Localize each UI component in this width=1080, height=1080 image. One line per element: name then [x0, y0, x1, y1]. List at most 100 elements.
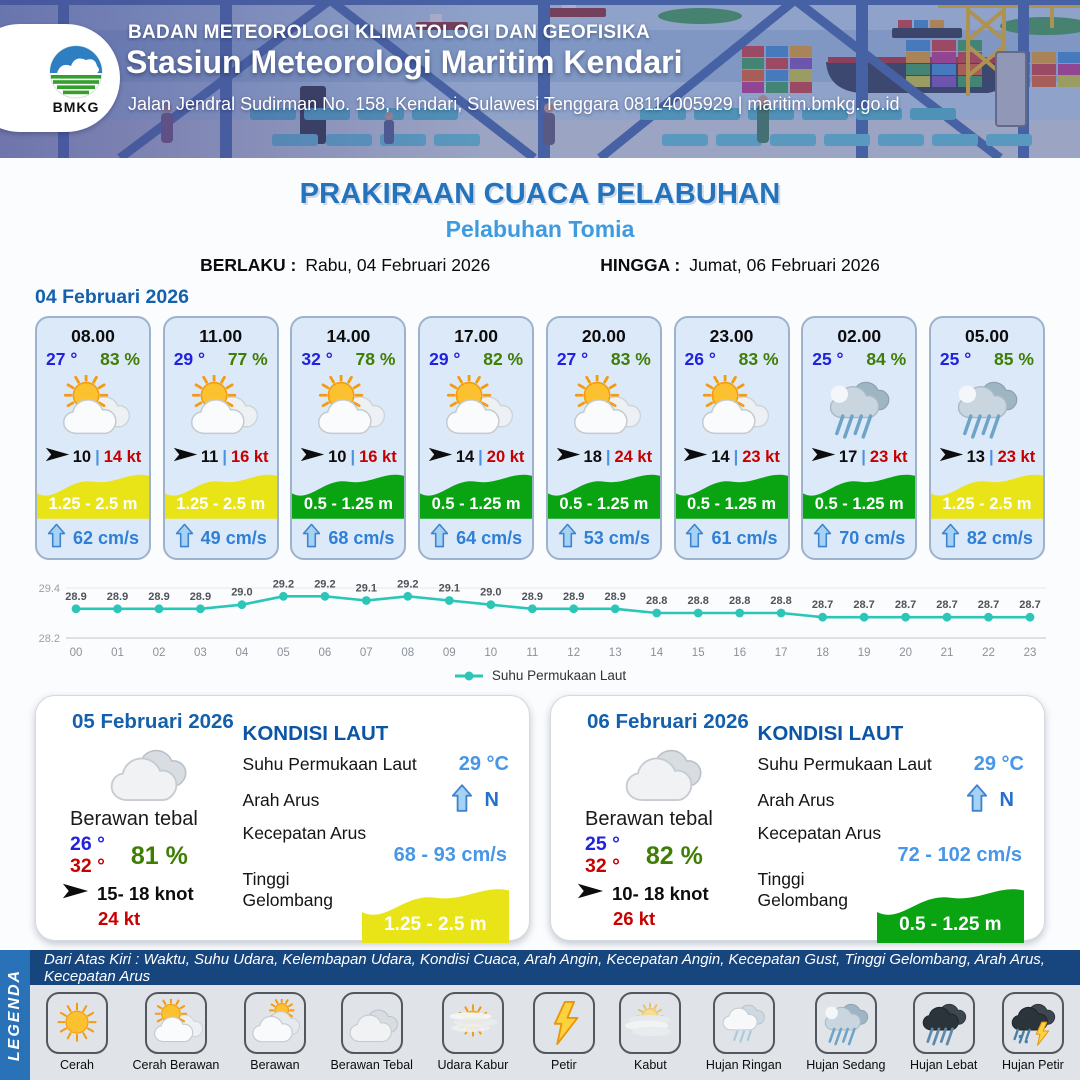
legend-item-label: Hujan Lebat — [909, 1058, 978, 1072]
current-speed: 62 cm/s — [72, 527, 140, 548]
legend-item-label: Hujan Sedang — [806, 1058, 886, 1072]
forecast-time: 05.00 — [965, 326, 1009, 346]
current-direction-label: Arah Arus — [242, 790, 320, 810]
legend-item: Cerah — [46, 992, 108, 1080]
legend-weather-icon — [814, 992, 877, 1054]
daily-weather-summary: 06 Februari 2026 Berawan tebal 25 ° 32 °… — [565, 706, 750, 930]
agency-name: BADAN METEOROLOGI KLIMATOLOGI DAN GEOFIS… — [128, 22, 651, 43]
temp-humidity-row: 29 ° 82 % — [420, 347, 532, 370]
svg-text:28.7: 28.7 — [978, 599, 999, 611]
hourly-forecast-card: 11.00 29 ° 77 % 11 | 16 kt 1.25 - 2. — [162, 316, 279, 560]
svg-text:28.9: 28.9 — [563, 591, 584, 603]
wave-height-badge: 1.25 - 2.5 m — [37, 468, 149, 519]
wave-height: 0.5 - 1.25 m — [559, 494, 649, 513]
current-direction-icon — [302, 522, 321, 554]
wave-height-value: 1.25 - 2.5 m — [384, 914, 487, 935]
chart-legend: Suhu Permukaan Laut — [26, 668, 1054, 683]
wind-speed: 10 — [328, 447, 347, 466]
wind-gust: 24 kt — [614, 447, 653, 466]
wind-gust: 23 kt — [742, 447, 780, 466]
current-direction-icon — [813, 522, 832, 554]
day-weather-icon — [94, 734, 235, 808]
current-direction-icon — [941, 522, 960, 554]
legend-item-label: Hujan Petir — [1002, 1058, 1064, 1072]
humidity: 83 % — [100, 349, 140, 369]
sst-chart-section: 29.4 28.2 28.9 00 28.9 01 28.9 02 28.9 03 29.0 04 29… — [26, 574, 1054, 683]
air-temperature: 26 ° — [684, 349, 716, 369]
legend-item: Kabut — [619, 992, 682, 1080]
bmkg-logo-label: BMKG — [52, 98, 100, 115]
wave-height-badge: 0.5 - 1.25 m — [675, 468, 788, 519]
current-speed-value: 72 - 102 cm/s — [897, 844, 1022, 866]
day-temps: 25 ° 32 ° 82 % — [585, 834, 750, 878]
day-condition: Berawan tebal — [585, 808, 713, 831]
daily-weather-summary: 05 Februari 2026 Berawan tebal 26 ° 32 °… — [50, 706, 235, 930]
current-speed: 61 cm/s — [711, 527, 778, 548]
legend-weather-icon — [441, 992, 504, 1054]
legend-item-label: Kabut — [634, 1058, 667, 1072]
wind-speed: 17 — [838, 447, 858, 466]
station-address: Jalan Jendral Sudirman No. 158, Kendari,… — [128, 94, 900, 114]
hourly-forecast-card: 02.00 25 ° 84 % 17 | 23 kt 0.5 - 1.2 — [801, 316, 918, 560]
wave-height: 1.25 - 2.5 m — [176, 494, 266, 513]
forecast-time: 08.00 — [71, 326, 115, 346]
weather-icon — [56, 371, 130, 445]
air-temperature: 25 ° — [939, 349, 972, 369]
legend-band: LEGENDA Dari Atas Kiri : Waktu, Suhu Uda… — [0, 950, 1080, 1080]
valid-from-value: Rabu, 04 Februari 2026 — [305, 255, 491, 275]
valid-until-label: HINGGA : — [600, 255, 681, 275]
humidity: 82 % — [483, 349, 524, 369]
bmkg-logo: BMKG — [0, 24, 120, 132]
wind-row: 10 | 16 kt — [300, 446, 397, 468]
legend-weather-icon — [532, 992, 595, 1054]
svg-text:04: 04 — [236, 647, 249, 659]
svg-text:28.9: 28.9 — [604, 591, 625, 603]
day-gust: 26 kt — [613, 908, 656, 929]
svg-text:01: 01 — [111, 647, 124, 659]
current-row: 82 cm/s — [931, 519, 1043, 558]
wind-direction-icon — [45, 446, 70, 468]
forecast-time: 23.00 — [709, 326, 754, 346]
wind-gust: 14 kt — [103, 447, 142, 466]
wind-separator: | — [861, 447, 866, 466]
sea-condition-title: KONDISI LAUT — [757, 722, 904, 745]
day-humidity: 81 % — [130, 841, 188, 870]
current-direction-label: Arah Arus — [757, 790, 835, 810]
legend-item: Berawan — [243, 992, 306, 1080]
weather-icon — [439, 371, 514, 445]
sst-row: Suhu Permukaan Laut 29 °C — [758, 753, 1024, 776]
temp-min: 25 ° — [585, 833, 620, 856]
forecast-time: 17.00 — [454, 326, 498, 346]
forecast-time: 11.00 — [199, 326, 243, 346]
air-temperature: 25 ° — [812, 349, 844, 369]
legend-item: Hujan Lebat — [910, 992, 977, 1080]
wave-height-badge: 0.5 - 1.25 m — [547, 468, 660, 519]
current-speed: 53 cm/s — [583, 527, 650, 548]
svg-text:02: 02 — [153, 647, 166, 659]
legend-item: Udara Kabur — [437, 992, 508, 1080]
legend-item: Hujan Petir — [1001, 992, 1064, 1080]
svg-text:28.9: 28.9 — [107, 591, 128, 603]
wave-height: 1.25 - 2.5 m — [48, 494, 138, 513]
sea-surface-temperature-chart: 29.4 28.2 28.9 00 28.9 01 28.9 02 28.9 03 29.0 04 29… — [39, 578, 1046, 659]
legend-item: Hujan Ringan — [706, 992, 782, 1080]
wind-speed: 14 — [455, 447, 475, 466]
svg-text:10: 10 — [484, 647, 497, 659]
current-speed: 68 cm/s — [328, 527, 395, 548]
wind-direction-icon — [173, 446, 198, 468]
wind-row: 18 | 24 kt — [556, 446, 653, 468]
current-speed: 82 cm/s — [966, 527, 1033, 548]
sea-condition-title: KONDISI LAUT — [242, 722, 389, 745]
svg-text:22: 22 — [982, 647, 995, 659]
wind-separator: | — [733, 447, 739, 466]
wind-row: 14 | 20 kt — [428, 446, 524, 468]
svg-text:14: 14 — [650, 647, 663, 659]
forecast-time: 20.00 — [581, 326, 626, 346]
valid-until: HINGGA : Jumat, 06 Februari 2026 — [600, 255, 880, 276]
day-wind-range: 10- 18 knot — [612, 882, 709, 904]
hourly-forecast-card: 23.00 26 ° 83 % 14 | 23 kt 0.5 - 1.2 — [673, 316, 790, 560]
wind-speed: 14 — [711, 447, 730, 466]
sea-condition-panel: KONDISI LAUT Suhu Permukaan Laut 29 °C A… — [235, 706, 511, 943]
legend-item: Hujan Sedang — [806, 992, 885, 1080]
